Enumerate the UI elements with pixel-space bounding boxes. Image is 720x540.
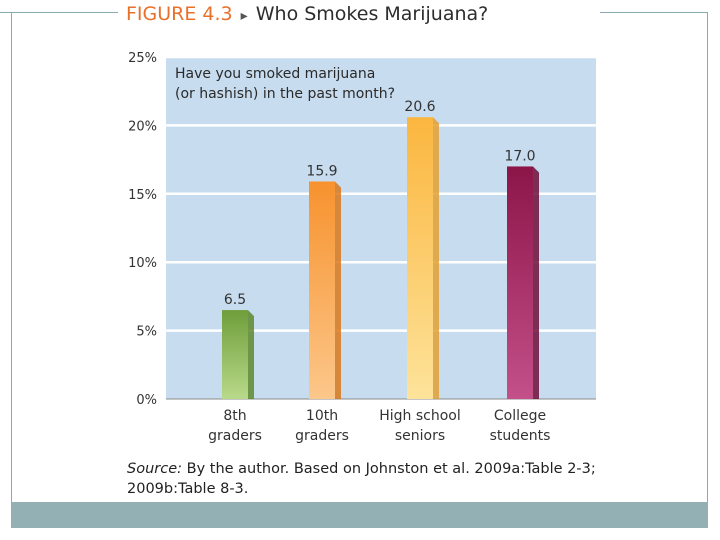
x-category-label: graders xyxy=(208,428,262,444)
source-note: Source: By the author. Based on Johnston… xyxy=(127,459,647,499)
figure-title: FIGURE 4.3 ▸ Who Smokes Marijuana? xyxy=(126,3,488,25)
bar-value-label: 17.0 xyxy=(504,148,535,164)
figure-arrow-icon: ▸ xyxy=(240,8,248,24)
bar-side xyxy=(335,181,341,399)
footer-band xyxy=(11,502,708,528)
y-tick-label: 20% xyxy=(128,119,157,134)
x-category-label: College xyxy=(494,408,546,424)
bar-value-label: 20.6 xyxy=(404,99,435,115)
y-tick-label: 10% xyxy=(128,256,157,271)
y-tick-label: 25% xyxy=(128,51,157,66)
chart-title-line: (or hashish) in the past month? xyxy=(175,86,395,102)
x-category-label: graders xyxy=(295,428,349,444)
frame-left-border xyxy=(11,12,12,514)
x-category-label: 10th xyxy=(306,408,338,424)
x-category-label: High school xyxy=(379,408,461,424)
x-category-label: 8th xyxy=(223,408,246,424)
bar-side xyxy=(533,166,539,399)
source-label: Source: xyxy=(127,461,183,477)
x-category-label: seniors xyxy=(395,428,445,444)
bar xyxy=(309,181,335,399)
figure-title-text: Who Smokes Marijuana? xyxy=(255,3,489,25)
bar xyxy=(407,117,433,399)
bar-side xyxy=(248,310,254,399)
bar-value-label: 15.9 xyxy=(306,163,337,179)
frame-top-line-right xyxy=(600,12,708,13)
bar-side xyxy=(433,117,439,399)
y-tick-label: 5% xyxy=(136,325,157,340)
bar xyxy=(507,166,533,399)
bar-value-label: 6.5 xyxy=(224,292,246,308)
x-category-label: students xyxy=(490,428,551,444)
y-tick-label: 0% xyxy=(136,393,157,408)
frame-right-border xyxy=(707,12,708,514)
y-tick-label: 15% xyxy=(128,188,157,203)
frame-top-line-left xyxy=(0,12,118,13)
bar xyxy=(222,310,248,399)
source-text: By the author. Based on Johnston et al. … xyxy=(127,461,596,497)
chart-title-line: Have you smoked marijuana xyxy=(175,66,375,82)
figure-label: FIGURE 4.3 xyxy=(126,3,233,25)
